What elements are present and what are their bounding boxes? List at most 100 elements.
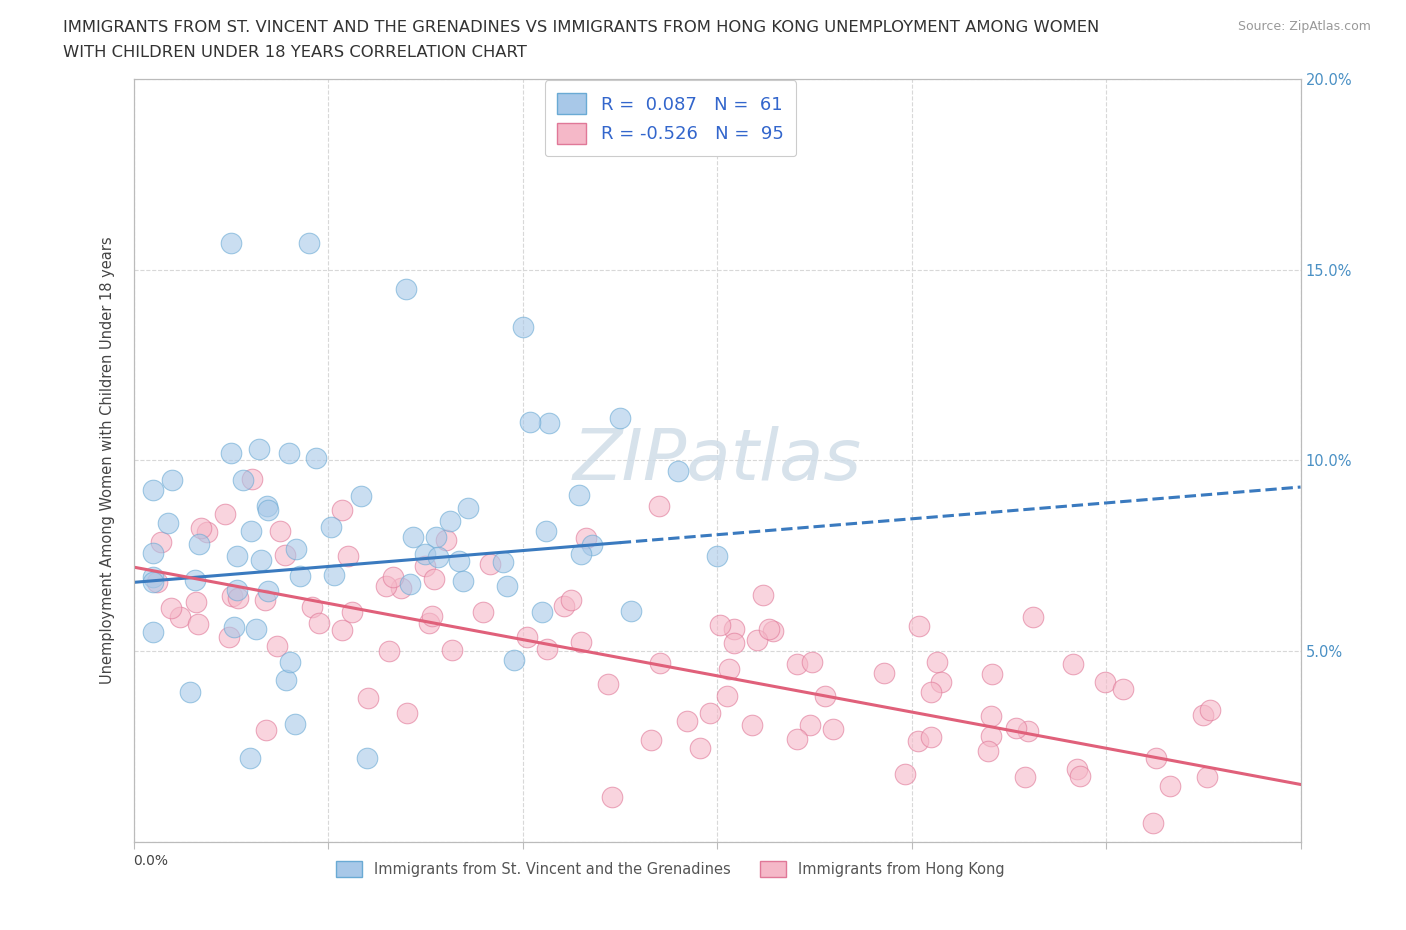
Point <box>240 524 263 538</box>
Point <box>418 615 440 630</box>
Point <box>575 530 598 545</box>
Point <box>786 657 808 671</box>
Point <box>330 622 353 637</box>
Point <box>1022 609 1045 624</box>
Point <box>257 584 280 599</box>
Point <box>239 751 262 765</box>
Point <box>441 643 464 658</box>
Point <box>285 542 308 557</box>
Point <box>762 624 785 639</box>
Point <box>1017 724 1039 738</box>
Point <box>723 621 745 636</box>
Point <box>723 635 745 650</box>
Point <box>420 608 443 623</box>
Point <box>716 689 738 704</box>
Point <box>322 568 344 583</box>
Point <box>929 674 952 689</box>
Point <box>257 502 280 517</box>
Point <box>356 751 378 765</box>
Point <box>240 472 263 486</box>
Point <box>187 616 209 631</box>
Point <box>894 767 917 782</box>
Point <box>398 577 420 591</box>
Point <box>479 556 502 571</box>
Point <box>382 569 405 584</box>
Point <box>1094 674 1116 689</box>
Point <box>142 482 165 497</box>
Point <box>647 498 671 513</box>
Point <box>569 634 592 649</box>
Point <box>184 594 207 609</box>
Legend: Immigrants from St. Vincent and the Grenadines, Immigrants from Hong Kong: Immigrants from St. Vincent and the Gren… <box>329 854 1012 883</box>
Point <box>378 644 401 658</box>
Point <box>447 553 470 568</box>
Point <box>423 572 446 587</box>
Point <box>225 583 247 598</box>
Point <box>640 733 662 748</box>
Point <box>699 706 721 721</box>
Point <box>415 559 437 574</box>
Point <box>457 500 479 515</box>
Point <box>159 601 181 616</box>
Point <box>907 734 929 749</box>
Point <box>799 718 821 733</box>
Point <box>337 549 360 564</box>
Point <box>1005 721 1028 736</box>
Point <box>425 530 447 545</box>
Point <box>389 580 412 595</box>
Point <box>519 414 541 429</box>
Point <box>301 600 323 615</box>
Point <box>218 630 240 644</box>
Point <box>907 618 929 633</box>
Point <box>1195 770 1218 785</box>
Point <box>146 574 169 589</box>
Point <box>308 616 330 631</box>
Point <box>214 507 236 522</box>
Point <box>786 732 808 747</box>
Point <box>219 445 242 460</box>
Point <box>184 573 207 588</box>
Text: Source: ZipAtlas.com: Source: ZipAtlas.com <box>1237 20 1371 33</box>
Point <box>1159 778 1181 793</box>
Point <box>666 463 689 478</box>
Point <box>157 515 180 530</box>
Point <box>395 706 418 721</box>
Point <box>536 641 558 656</box>
Point <box>581 538 603 553</box>
Point <box>269 524 291 538</box>
Point <box>274 548 297 563</box>
Point <box>245 622 267 637</box>
Point <box>278 655 301 670</box>
Text: WITH CHILDREN UNDER 18 YEARS CORRELATION CHART: WITH CHILDREN UNDER 18 YEARS CORRELATION… <box>63 45 527 60</box>
Point <box>980 709 1002 724</box>
Point <box>689 740 711 755</box>
Point <box>142 569 165 584</box>
Point <box>402 530 425 545</box>
Point <box>495 578 517 593</box>
Point <box>976 744 998 759</box>
Point <box>600 790 623 804</box>
Point <box>226 591 249 605</box>
Point <box>451 574 474 589</box>
Point <box>142 546 165 561</box>
Point <box>1198 702 1220 717</box>
Point <box>415 547 437 562</box>
Point <box>169 609 191 624</box>
Point <box>188 537 211 551</box>
Point <box>650 656 672 671</box>
Point <box>266 639 288 654</box>
Point <box>219 235 242 250</box>
Point <box>531 604 554 619</box>
Point <box>357 691 380 706</box>
Point <box>538 416 561 431</box>
Point <box>253 593 276 608</box>
Point <box>717 661 740 676</box>
Point <box>1014 769 1036 784</box>
Point <box>492 554 515 569</box>
Point <box>752 588 775 603</box>
Point <box>560 592 582 607</box>
Point <box>439 513 461 528</box>
Point <box>297 235 319 250</box>
Point <box>284 717 307 732</box>
Point <box>1062 657 1084 671</box>
